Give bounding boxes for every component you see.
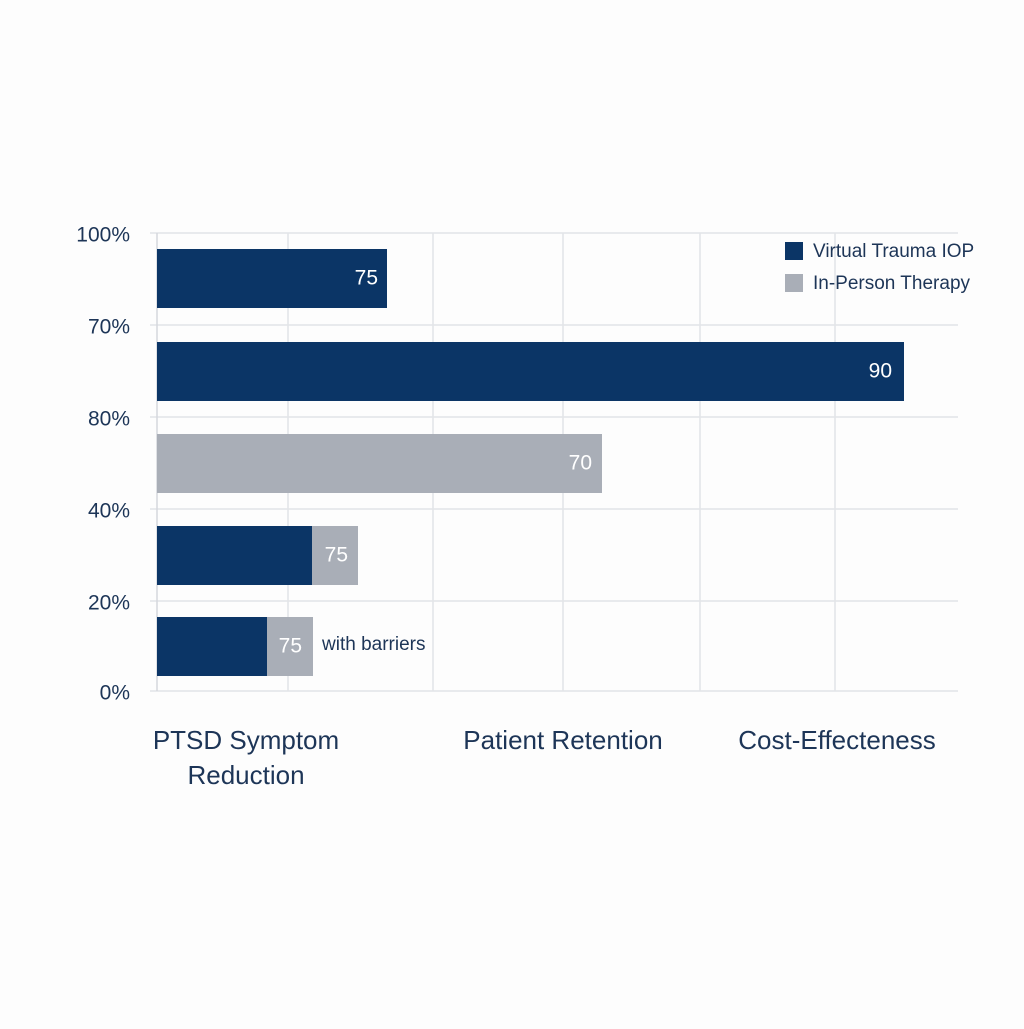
bar-segment: [267, 617, 313, 676]
y-label: 80%: [88, 408, 130, 431]
bar-label: 75: [279, 635, 302, 658]
bar-label: 90: [869, 360, 892, 383]
bar-label: 75: [325, 544, 348, 567]
legend-swatch: [785, 242, 803, 260]
legend-swatch: [785, 274, 803, 292]
bar-segment: [312, 526, 358, 585]
y-label: 40%: [88, 500, 130, 523]
legend-label: Virtual Trauma IOP: [813, 241, 974, 262]
y-label: 100%: [76, 224, 130, 247]
x-category: PTSD Symptom Reduction: [153, 725, 339, 790]
bar-label: 70: [569, 452, 592, 475]
bar-segment: [157, 526, 312, 585]
annotation: with barriers: [321, 634, 425, 655]
bar-segment: [157, 434, 602, 493]
y-label: 20%: [88, 592, 130, 615]
bar-label: 75: [355, 267, 378, 290]
bar-segment: [157, 249, 387, 308]
bar-segment: [157, 617, 267, 676]
x-category: Patient Retention: [463, 725, 662, 755]
legend-label: In-Person Therapy: [813, 273, 971, 294]
x-category: Cost-Effecteness: [738, 725, 936, 755]
y-label: 70%: [88, 316, 130, 339]
bar-segment: [157, 342, 904, 401]
y-label: 0%: [100, 682, 130, 705]
